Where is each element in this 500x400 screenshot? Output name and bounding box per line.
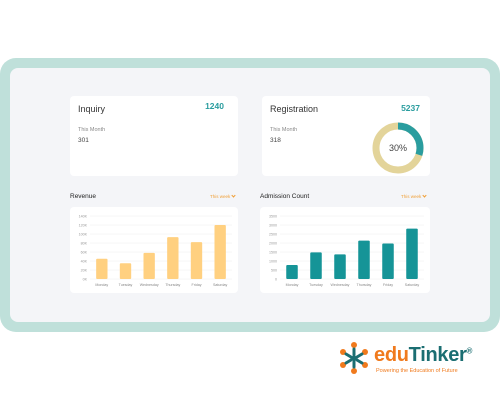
x-tick-label: Friday [383, 283, 393, 287]
brand-name: eduTinker® [374, 344, 472, 367]
registration-donut: 30% [372, 122, 424, 174]
bar[interactable] [143, 252, 155, 279]
inquiry-period-label: This Month [78, 127, 106, 133]
x-tick-label: Monday [95, 283, 108, 287]
inquiry-card[interactable]: Inquiry 1240 This Month 301 [70, 96, 238, 176]
edutinker-logo: eduTinker® Powering the Education of Fut… [336, 340, 496, 380]
bar[interactable] [286, 264, 298, 279]
x-tick-label: Friday [192, 283, 202, 287]
y-tick-label: 0 [275, 277, 277, 281]
registered-mark: ® [466, 346, 473, 356]
y-tick-label: 1500 [269, 250, 277, 254]
registration-card[interactable]: Registration 5237 This Month 318 30% [262, 96, 430, 176]
x-tick-label: Wednesday [331, 283, 350, 287]
revenue-chart-card: 0K 20K 40K 60K 80K 100K 120K 140K Monday Tuesday W… [70, 207, 238, 293]
bar[interactable] [406, 228, 418, 279]
chevron-down-icon [231, 193, 236, 198]
admission-title: Admission Count [260, 193, 310, 200]
y-tick-label: 100K [79, 232, 88, 236]
bar[interactable] [358, 240, 370, 279]
x-tick-label: Thursday [165, 283, 180, 287]
y-tick-label: 140K [79, 214, 88, 218]
y-tick-label: 3000 [269, 223, 277, 227]
inquiry-total: 1240 [205, 101, 224, 111]
registration-title: Registration [270, 104, 319, 114]
inquiry-period-value: 301 [78, 137, 89, 144]
bar[interactable] [310, 252, 322, 279]
y-tick-label: 20K [81, 268, 88, 272]
y-tick-label: 1000 [269, 259, 277, 263]
bar[interactable] [214, 225, 226, 279]
bar[interactable] [167, 237, 179, 279]
y-tick-label: 500 [271, 268, 277, 272]
revenue-week-label: This week [210, 194, 231, 199]
admission-chart: 0 500 1000 1500 2000 2500 3000 3500 Monday Tuesda… [269, 214, 424, 287]
y-tick-label: 2000 [269, 241, 277, 245]
inquiry-title: Inquiry [78, 104, 106, 114]
revenue-week-dropdown[interactable]: This week [210, 193, 236, 199]
registration-period-label: This Month [270, 127, 298, 133]
admission-week-label: This week [401, 194, 422, 199]
revenue-chart: 0K 20K 40K 60K 80K 100K 120K 140K Monday Tuesday W… [79, 214, 232, 287]
y-tick-label: 0K [83, 277, 88, 281]
admission-week-dropdown[interactable]: This week [401, 193, 427, 199]
brand-edu: edu [374, 344, 409, 366]
bar[interactable] [96, 258, 108, 279]
chevron-down-icon [422, 193, 427, 198]
y-tick-label: 3500 [269, 214, 277, 218]
bar[interactable] [190, 242, 203, 279]
x-tick-label: Monday [286, 283, 299, 287]
bar[interactable] [334, 254, 346, 279]
registration-total: 5237 [401, 103, 420, 113]
brand-tinker: Tinker [408, 344, 467, 366]
brand-tagline: Powering the Education of Future [376, 368, 458, 374]
x-tick-label: Saturday [405, 283, 420, 287]
y-tick-label: 120K [79, 223, 88, 227]
edutinker-logo-mark-icon [340, 342, 368, 374]
bar[interactable] [119, 263, 132, 279]
x-tick-label: Tuesday [119, 283, 133, 287]
admission-chart-card: 0 500 1000 1500 2000 2500 3000 3500 Monday Tuesda… [260, 207, 430, 293]
y-tick-label: 60K [81, 250, 88, 254]
donut-arc [372, 122, 424, 174]
bar[interactable] [382, 243, 394, 279]
revenue-title: Revenue [70, 193, 97, 200]
x-tick-label: Tuesday [309, 283, 323, 287]
y-tick-label: 2500 [269, 232, 277, 236]
y-tick-label: 40K [81, 259, 88, 263]
x-tick-label: Saturday [213, 283, 228, 287]
x-tick-label: Wednesday [140, 283, 159, 287]
x-tick-label: Thursday [357, 283, 372, 287]
registration-period-value: 318 [270, 137, 281, 144]
y-tick-label: 80K [81, 241, 88, 245]
donut-label: 30% [389, 143, 407, 153]
